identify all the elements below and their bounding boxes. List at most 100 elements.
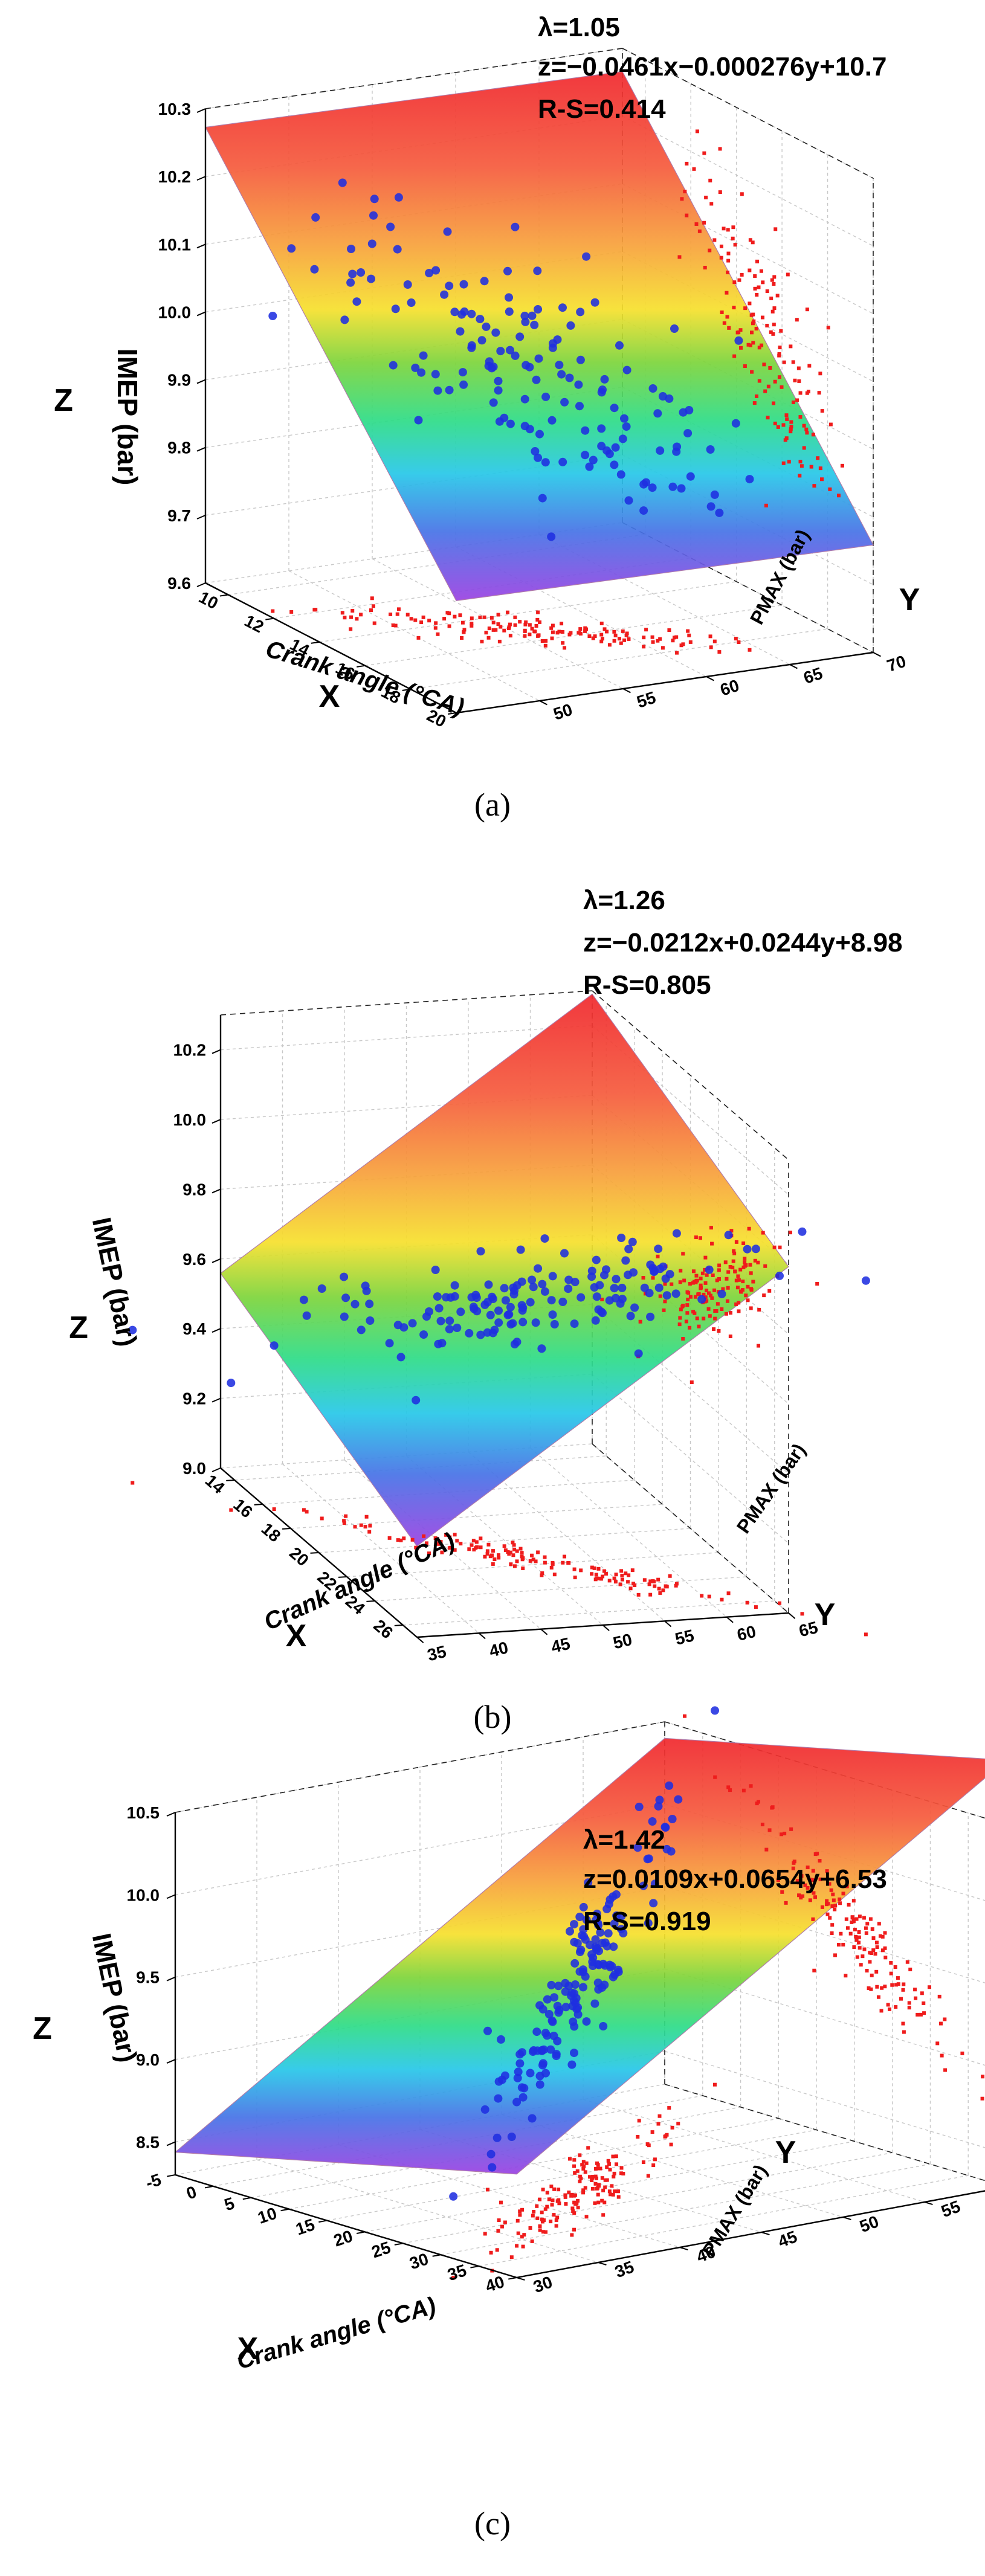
data-point	[526, 2069, 535, 2078]
projection-point-xy	[436, 632, 440, 636]
projection-point-xz	[705, 1273, 709, 1277]
projection-point-xz	[901, 2021, 905, 2026]
projection-point-xy	[470, 1543, 474, 1547]
data-point	[548, 1272, 557, 1281]
data-point	[494, 386, 503, 395]
z-tick-label: 10.1	[158, 235, 192, 254]
projection-point-xy	[532, 2209, 536, 2214]
data-point	[538, 2061, 547, 2070]
projection-point-xy	[593, 2201, 597, 2205]
projection-point-xy	[485, 1549, 489, 1553]
projection-point-xz	[755, 1802, 759, 1806]
z-tick-label: 10.0	[158, 303, 192, 321]
projection-point-xy	[448, 1535, 452, 1539]
projection-point-xz	[725, 291, 729, 295]
panel-b-x-letter: X	[286, 1618, 307, 1653]
projection-point-xy	[576, 631, 581, 635]
projection-point-xy	[500, 2224, 504, 2229]
projection-point-xy	[607, 1579, 612, 1583]
projection-point-xy	[489, 2250, 493, 2255]
projection-point-xy	[545, 2204, 549, 2209]
projection-point-xz	[864, 1926, 868, 1930]
projection-point-xy	[598, 2166, 602, 2171]
projection-point-xy	[521, 2244, 525, 2249]
projection-point-xy	[435, 1537, 439, 1541]
projection-point-xz	[751, 341, 755, 345]
projection-point-xz	[680, 1304, 685, 1309]
projection-point-xz	[705, 1289, 709, 1293]
projection-point-xz	[679, 1269, 683, 1273]
panel-a-y-letter: Y	[899, 582, 920, 617]
projection-point-xy	[505, 610, 509, 614]
data-point	[611, 443, 620, 452]
projection-point-xz	[704, 195, 708, 199]
data-point	[534, 1264, 543, 1273]
data-point	[394, 193, 403, 202]
projection-point-xz	[694, 1235, 698, 1240]
projection-point-xz	[825, 1899, 829, 1903]
projection-point-xy	[653, 2157, 657, 2162]
projection-point-xy	[543, 1560, 547, 1565]
data-point	[629, 1268, 638, 1277]
data-point	[589, 1953, 598, 1962]
projection-point-xz	[703, 1267, 707, 1272]
data-point	[446, 1293, 455, 1302]
projection-point-xy	[579, 2176, 583, 2180]
projection-point-xz	[799, 464, 804, 468]
projection-point-xz	[868, 1960, 872, 1964]
projection-point-xz	[920, 1991, 924, 1995]
data-point	[483, 1328, 492, 1337]
data-point	[717, 1289, 726, 1298]
projection-point-xz	[638, 1319, 642, 1324]
projection-point-xz	[731, 1266, 735, 1270]
projection-point-xz	[850, 1920, 854, 1924]
projection-point-xz	[853, 1927, 857, 1931]
data-point	[650, 1879, 659, 1889]
data-point	[661, 1823, 670, 1832]
projection-point-xy	[594, 1573, 598, 1577]
data-point	[128, 1325, 137, 1335]
data-point	[357, 1325, 366, 1335]
z-tick-label: 9.6	[182, 1250, 206, 1269]
projection-point-xz	[874, 1969, 879, 1974]
data-point	[600, 1270, 609, 1280]
data-point	[715, 508, 724, 517]
projection-point-xz	[713, 1316, 717, 1321]
data-point	[433, 386, 442, 395]
projection-point-xy	[555, 631, 560, 635]
data-point	[584, 1878, 593, 1887]
data-point	[654, 1245, 663, 1254]
data-point	[433, 1292, 442, 1301]
projection-point-xy	[606, 2159, 610, 2163]
projection-point-xz	[859, 1963, 863, 1967]
data-point	[566, 321, 575, 330]
data-point	[705, 1265, 714, 1274]
projection-point-xy	[547, 2197, 551, 2201]
projection-point-xy	[642, 636, 646, 640]
projection-point-xy	[499, 2200, 503, 2204]
projection-point-xz	[797, 1893, 801, 1898]
projection-point-xz	[691, 1269, 696, 1274]
projection-point-xy	[506, 1550, 510, 1554]
panel-a-fit-surface	[205, 71, 874, 601]
projection-point-xz	[729, 1229, 734, 1233]
projection-point-xy	[653, 1584, 657, 1588]
data-point	[440, 290, 449, 299]
data-point	[711, 1706, 719, 1715]
data-point	[576, 1945, 586, 1954]
y-tick-label: 50	[551, 700, 575, 724]
projection-point-xy	[483, 2232, 487, 2236]
data-point	[506, 1320, 515, 1329]
projection-point-xy	[599, 633, 604, 637]
projection-point-xz	[855, 1955, 859, 1959]
projection-point-xy	[707, 1594, 711, 1599]
projection-point-xy	[607, 2162, 611, 2166]
projection-point-xy	[453, 614, 457, 619]
projection-point-xy	[485, 1551, 489, 1556]
data-point	[743, 1245, 752, 1254]
data-point	[403, 280, 412, 289]
data-point	[434, 1304, 444, 1313]
projection-point-xz	[734, 1278, 738, 1283]
projection-point-xz	[734, 1302, 738, 1306]
projection-point-xy	[600, 637, 604, 641]
